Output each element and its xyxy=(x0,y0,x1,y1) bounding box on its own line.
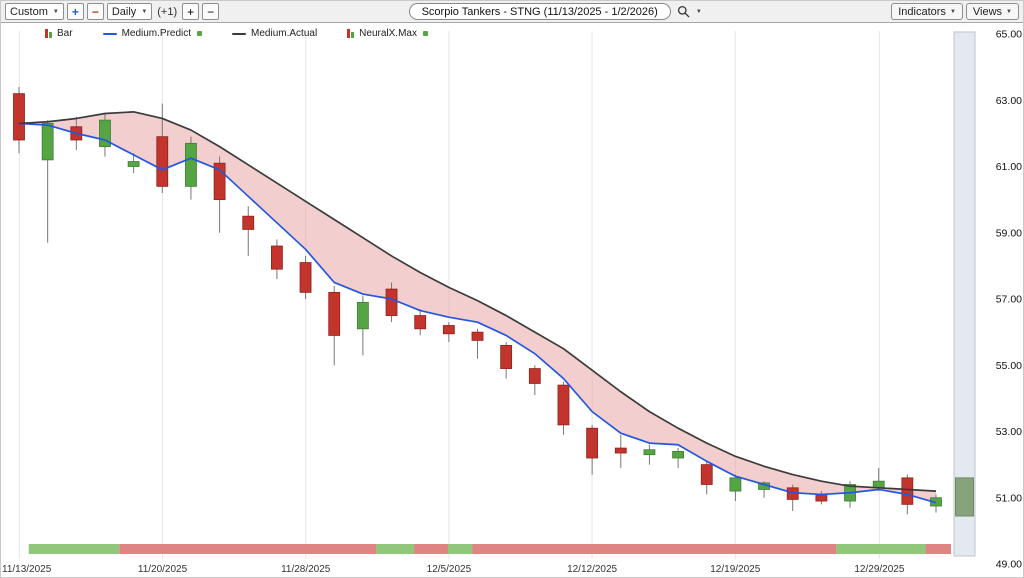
actual-line-icon xyxy=(232,32,247,35)
predict-state-dot-icon xyxy=(197,31,203,36)
series-line-medium.predict xyxy=(18,122,937,504)
svg-text:61.00: 61.00 xyxy=(996,161,1022,173)
chevron-down-icon: ▼ xyxy=(949,8,956,15)
legend-item-neuralx-max[interactable]: NeuralX.Max xyxy=(347,28,428,39)
candle xyxy=(700,464,713,485)
svg-text:11/13/2025: 11/13/2025 xyxy=(2,564,52,575)
candle xyxy=(13,93,25,141)
svg-text:12/19/2025: 12/19/2025 xyxy=(710,564,760,575)
toolbar-right-group: Indicators ▼ Views ▼ xyxy=(891,3,1019,20)
y-axis: 65.00 63.00 61.00 59.00 57.00 55.00 53.00 51.00… xyxy=(996,29,1022,571)
bar-offset-label: (+1) xyxy=(157,5,178,18)
views-button[interactable]: Views ▼ xyxy=(965,3,1019,20)
candle xyxy=(500,344,513,369)
predict-line-icon xyxy=(102,32,117,35)
candle xyxy=(672,450,684,459)
range-select[interactable]: Custom ▼ xyxy=(5,3,64,20)
legend-item-medium-predict[interactable]: Medium.Predict xyxy=(102,28,203,39)
svg-text:55.00: 55.00 xyxy=(996,360,1022,372)
series-line-medium.actual xyxy=(18,110,937,492)
symbol-title-text: Scorpio Tankers - STNG (11/13/2025 - 1/2… xyxy=(421,5,658,18)
symbol-title[interactable]: Scorpio Tankers - STNG (11/13/2025 - 1/2… xyxy=(408,3,671,20)
candle xyxy=(528,368,541,384)
legend-label: Bar xyxy=(57,28,73,39)
toolbar: Custom ▼ + − Daily ▼ (+1) + − Scorpio Ta… xyxy=(1,1,1023,23)
period-select-value: Daily xyxy=(111,5,137,18)
svg-text:57.00: 57.00 xyxy=(996,294,1022,306)
svg-text:12/5/2025: 12/5/2025 xyxy=(427,564,472,575)
indicators-button-label: Indicators xyxy=(898,5,946,18)
legend-label: Medium.Actual xyxy=(251,28,318,39)
candle xyxy=(586,427,599,459)
legend-item-medium-actual[interactable]: Medium.Actual xyxy=(232,28,317,39)
svg-text:12/12/2025: 12/12/2025 xyxy=(567,564,617,575)
symbol-dropdown-caret-icon[interactable]: ▼ xyxy=(695,8,702,15)
candle xyxy=(442,325,455,335)
candle xyxy=(385,288,398,316)
candle xyxy=(729,477,742,492)
chart-legend: Bar Medium.Predict Medium.Actual NeuralX… xyxy=(45,28,428,39)
svg-text:11/28/2025: 11/28/2025 xyxy=(281,564,331,575)
chevron-down-icon: ▼ xyxy=(52,8,59,15)
toolbar-center-group: Scorpio Tankers - STNG (11/13/2025 - 1/2… xyxy=(223,3,887,20)
chevron-down-icon: ▼ xyxy=(1006,8,1012,15)
candle xyxy=(271,245,283,270)
neuralx-state-dot-icon xyxy=(422,31,428,36)
candle xyxy=(614,447,627,454)
candle xyxy=(356,301,369,330)
legend-item-bar[interactable]: Bar xyxy=(45,28,73,39)
svg-text:63.00: 63.00 xyxy=(996,95,1022,107)
candle xyxy=(815,494,828,502)
forecast-preview-bar xyxy=(955,477,974,517)
price-chart[interactable]: 11/13/2025 11/20/2025 11/28/2025 12/5/2025 1… xyxy=(1,23,1024,578)
candle xyxy=(41,123,54,161)
search-icon[interactable] xyxy=(676,5,691,18)
chevron-down-icon: ▼ xyxy=(141,8,148,15)
svg-text:49.00: 49.00 xyxy=(996,559,1022,571)
svg-text:65.00: 65.00 xyxy=(996,29,1022,41)
candle xyxy=(414,315,427,330)
svg-text:53.00: 53.00 xyxy=(996,426,1022,438)
zoom-in-button[interactable]: + xyxy=(66,3,84,20)
range-select-value: Custom xyxy=(10,5,48,18)
right-scrollbar[interactable] xyxy=(953,31,976,557)
candle xyxy=(901,477,914,505)
x-axis: 11/13/2025 11/20/2025 11/28/2025 12/5/2025 1… xyxy=(2,564,905,575)
candle xyxy=(557,384,570,426)
bar-series-icon xyxy=(45,29,52,38)
indicators-button[interactable]: Indicators ▼ xyxy=(891,3,963,20)
candle xyxy=(185,142,197,187)
candle xyxy=(299,262,312,293)
neuralx-series-icon xyxy=(347,29,355,38)
candle xyxy=(99,119,111,148)
offset-plus-button[interactable]: + xyxy=(182,3,200,20)
candle xyxy=(643,449,656,456)
svg-text:51.00: 51.00 xyxy=(996,492,1022,504)
toolbar-left-group: Custom ▼ + − Daily ▼ (+1) + − xyxy=(5,3,220,20)
predict-actual-band xyxy=(19,111,936,503)
legend-label: Medium.Predict xyxy=(121,28,192,39)
candle xyxy=(471,331,484,341)
signal-strip xyxy=(28,544,951,554)
svg-text:11/20/2025: 11/20/2025 xyxy=(138,564,188,575)
candle xyxy=(156,136,169,187)
chart-area: Bar Medium.Predict Medium.Actual NeuralX… xyxy=(1,23,1024,578)
views-button-label: Views xyxy=(972,5,1003,18)
period-select[interactable]: Daily ▼ xyxy=(106,3,153,20)
offset-minus-button[interactable]: − xyxy=(202,3,220,20)
candle xyxy=(127,161,140,167)
candle xyxy=(328,291,341,336)
svg-text:12/29/2025: 12/29/2025 xyxy=(854,564,904,575)
candle xyxy=(242,215,255,230)
legend-label: NeuralX.Max xyxy=(359,28,417,39)
svg-text:59.00: 59.00 xyxy=(996,227,1022,239)
candle xyxy=(213,162,226,201)
zoom-out-button[interactable]: − xyxy=(86,3,104,20)
